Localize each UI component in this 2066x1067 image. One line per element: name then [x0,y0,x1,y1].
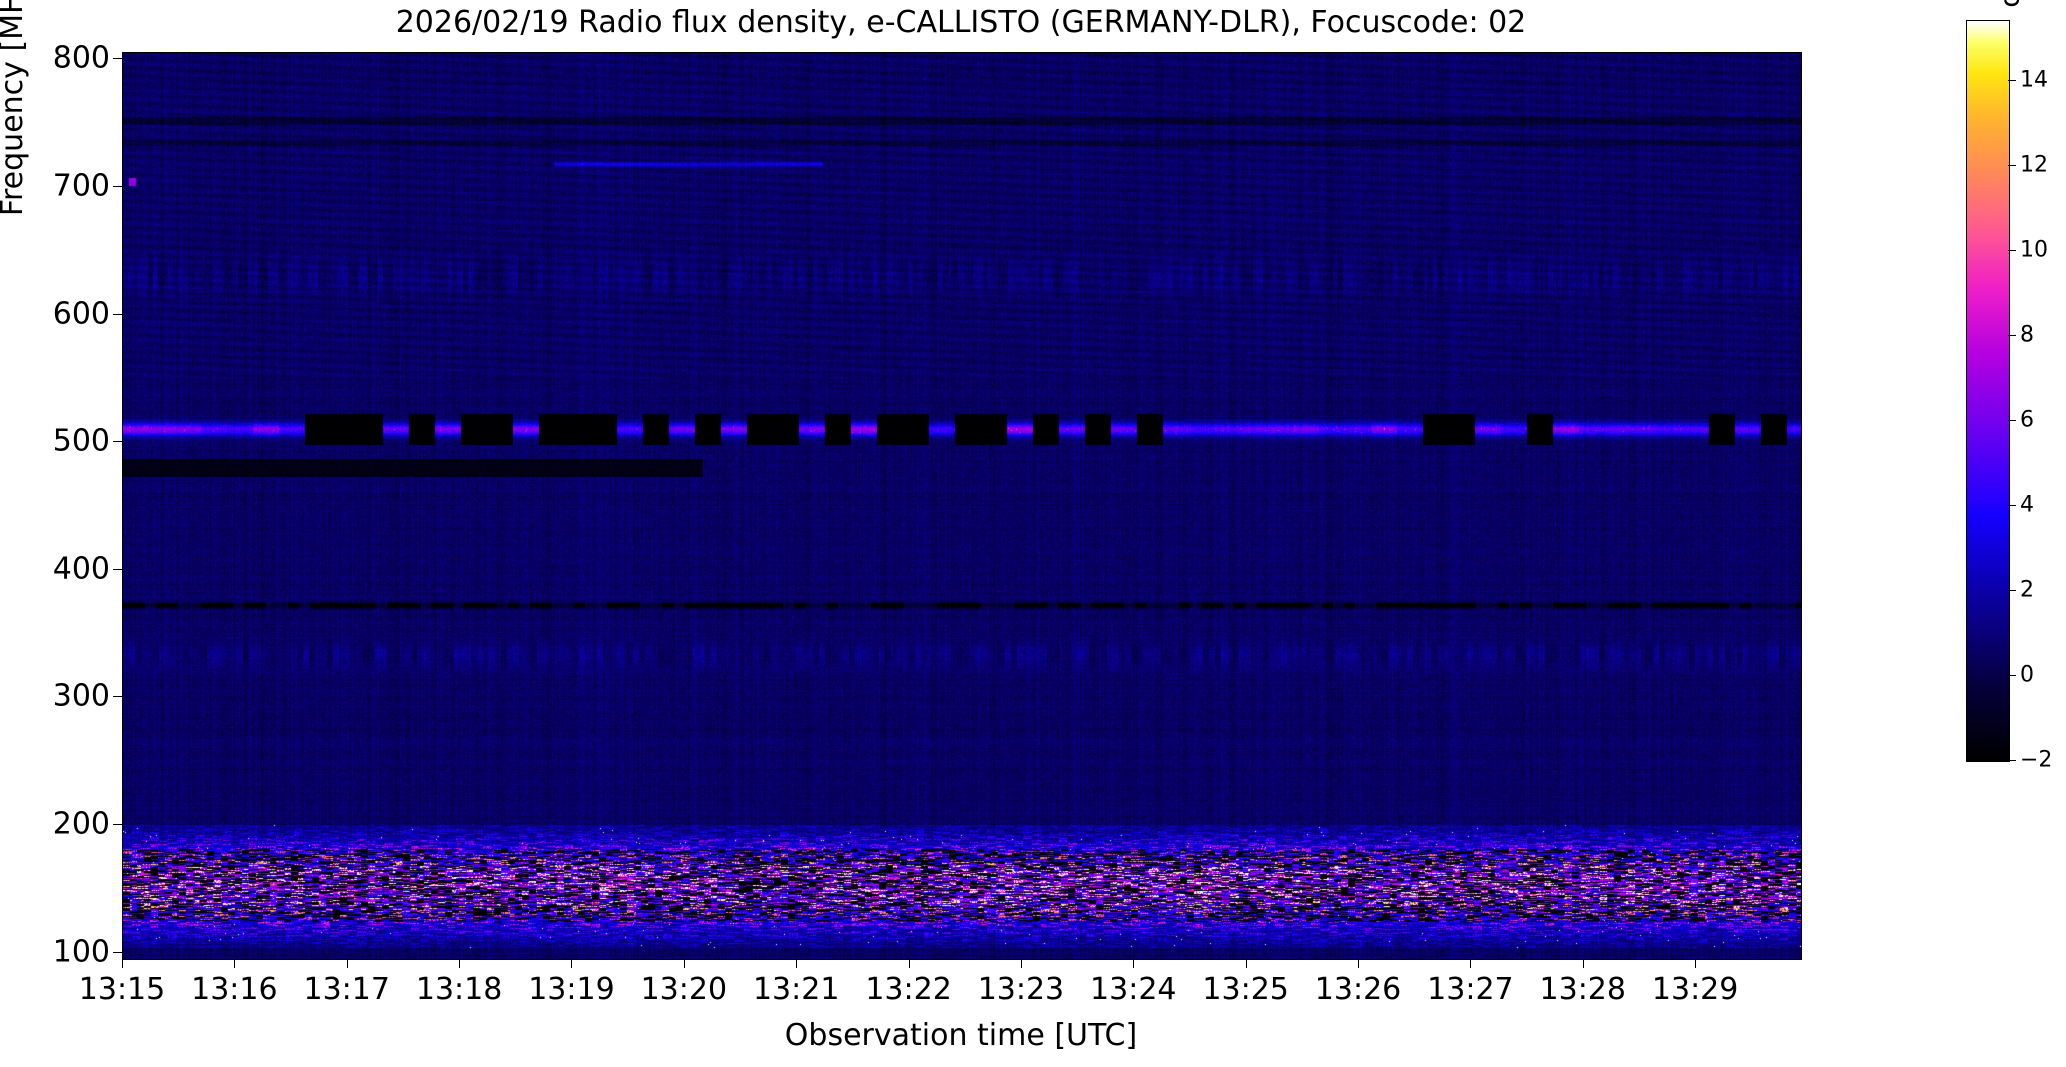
y-axis-tick-label: 800 [52,40,110,76]
y-axis-tick-mark [113,696,122,698]
x-axis-tick-labels: 13:15 13:16 13:17 13:18 13:19 13:20 13:21 13:22… [0,972,2066,1016]
figure-title: 2026/02/19 Radio flux density, e-CALLIST… [395,5,1527,40]
x-axis-tick-label: 13:27 [1427,972,1514,1007]
colorbar-tick-label: 0 [2020,662,2034,688]
y-axis-tick-label: 600 [52,296,110,332]
x-axis-tick-mark [1582,959,1584,968]
x-axis-tick-label: 13:26 [1314,972,1402,1007]
colorbar[interactable] [1966,20,2010,762]
colorbar-tick-label: 14 [2020,67,2048,93]
x-axis-tick-label: 13:16 [191,972,278,1007]
y-axis-tick-label: 500 [52,423,110,459]
x-axis-tick-mark [1358,959,1360,968]
colorbar-gradient [1967,21,2009,761]
y-axis-tick-labels: 800 700 600 500 400 300 200 100 [0,0,110,1067]
y-axis-tick-label: 100 [52,934,110,970]
x-axis-tick-label: 13:28 [1539,972,1626,1007]
x-axis-tick-mark [234,959,236,968]
y-axis-tick-label: 700 [52,168,110,204]
x-axis-tick-label: 13:15 [78,972,166,1007]
x-axis-tick-label: 13:23 [977,972,1065,1007]
colorbar-tick-label: 8 [2020,322,2034,348]
colorbar-tick-label: 4 [2020,492,2034,518]
y-axis-tick-mark [113,313,122,315]
x-axis-tick-label: 13:18 [415,972,503,1007]
y-axis-tick-mark [113,185,122,187]
y-axis-tick-label: 400 [52,551,110,587]
y-axis-tick-mark [113,951,122,953]
colorbar-label: dB above background [1995,0,2026,170]
colorbar-tick-mark [2008,760,2016,761]
x-axis-tick-label: 13:24 [1090,972,1177,1007]
spectrogram-plot-area[interactable] [122,52,1802,960]
x-axis-tick-mark [1470,959,1472,968]
colorbar-tick-mark [2008,334,2016,336]
y-axis-tick-label: 200 [52,806,110,842]
y-axis-tick-mark [113,441,122,443]
y-axis-label: Frequency [MHz] [0,0,30,217]
colorbar-tick-label: 6 [2020,407,2034,433]
x-axis-tick-label: 13:19 [528,972,615,1007]
colorbar-tick-label: 2 [2020,577,2034,603]
x-axis-tick-mark [346,959,348,968]
colorbar-tick-mark [2008,504,2016,506]
y-axis-tick-mark [113,824,122,825]
colorbar-tick-label: −2 [2020,747,2053,773]
colorbar-tick-mark [2008,164,2016,166]
x-axis-tick-mark [1695,959,1697,968]
colorbar-tick-mark [2008,249,2016,251]
colorbar-tick-label: 12 [2020,152,2048,178]
x-axis-tick-mark [1020,959,1022,968]
colorbar-tick-mark [2008,79,2016,81]
x-axis-tick-mark [908,959,910,968]
x-axis-tick-mark [1133,959,1135,968]
colorbar-tick-mark [2008,589,2016,591]
colorbar-tick-mark [2008,419,2016,421]
x-axis-tick-mark [571,959,573,968]
x-axis-tick-mark [459,959,461,968]
x-axis-tick-marks [0,959,2066,971]
x-axis-tick-mark [683,959,685,968]
colorbar-tick-labels: 14 12 10 8 6 4 2 0 −2 [2008,0,2066,1067]
colorbar-tick-label: 10 [2020,237,2048,263]
x-axis-label: Observation time [UTC] [784,1018,1138,1053]
y-axis-tick-mark [113,568,122,570]
x-axis-tick-label: 13:20 [640,972,728,1007]
x-axis-tick-mark [796,959,798,968]
x-axis-tick-label: 13:21 [752,972,840,1007]
x-axis-tick-label: 13:22 [865,972,952,1007]
y-axis-tick-marks [113,0,125,1067]
y-axis-tick-label: 300 [52,678,110,714]
x-axis-tick-mark [1245,959,1247,968]
x-axis-tick-label: 13:17 [303,972,390,1007]
spectrogram-image[interactable] [123,53,1801,959]
x-axis-tick-label: 13:29 [1651,972,1739,1007]
x-axis-tick-label: 13:25 [1202,972,1289,1007]
y-axis-tick-mark [113,58,122,60]
colorbar-tick-mark [2008,674,2016,676]
x-axis-tick-mark [122,959,123,968]
